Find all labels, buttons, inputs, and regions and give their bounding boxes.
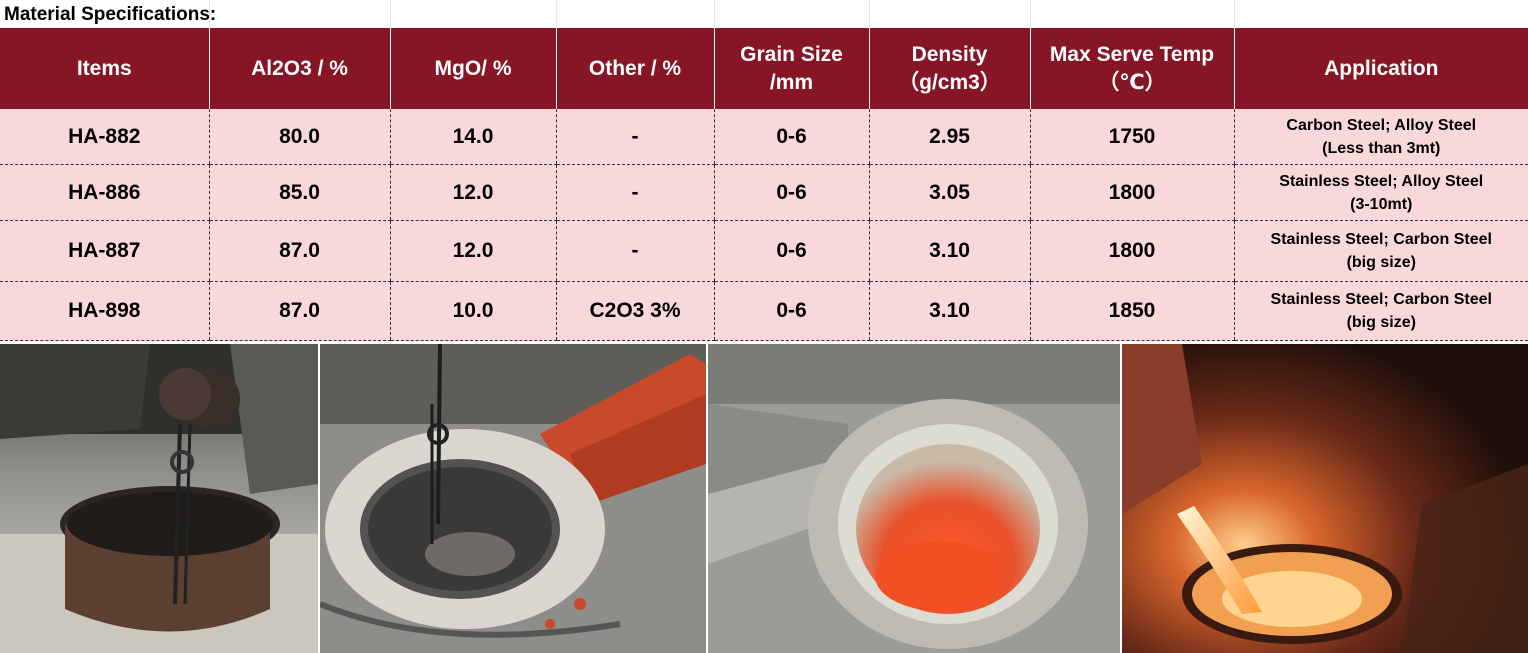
cell-item: HA-882 xyxy=(0,109,209,165)
cell-other: - xyxy=(555,109,714,165)
grid-divider xyxy=(390,0,391,28)
cell-grain: 0-6 xyxy=(713,281,869,341)
ladle-photo-2 xyxy=(320,344,706,653)
table-header-row: Items Al2O3 / % MgO/ % Other / % Grain S… xyxy=(0,28,1528,109)
cell-item: HA-886 xyxy=(0,164,209,221)
col-header-grain-size: Grain Size/mm xyxy=(713,28,869,109)
table-row: HA-886 85.0 12.0 - 0-6 3.05 1800 Stainle… xyxy=(0,164,1528,221)
ladle-photo-1 xyxy=(0,344,318,653)
cell-al2o3: 87.0 xyxy=(208,220,390,282)
cell-other: - xyxy=(555,164,714,221)
cell-mgo: 10.0 xyxy=(389,281,556,341)
cell-al2o3: 87.0 xyxy=(208,281,390,341)
cell-application: Stainless Steel; Carbon Steel (big size) xyxy=(1233,281,1528,341)
table-row: HA-887 87.0 12.0 - 0-6 3.10 1800 Stainle… xyxy=(0,220,1528,282)
grid-divider xyxy=(1030,0,1031,28)
cell-other: - xyxy=(555,220,714,282)
cell-grain: 0-6 xyxy=(713,220,869,282)
cell-temp: 1800 xyxy=(1029,164,1234,221)
cell-density: 3.05 xyxy=(868,164,1030,221)
cell-application: Stainless Steel; Carbon Steel (big size) xyxy=(1233,220,1528,282)
grid-divider xyxy=(869,0,870,28)
cell-other: C2O3 3% xyxy=(555,281,714,341)
col-header-application: Application xyxy=(1233,28,1528,109)
cell-mgo: 12.0 xyxy=(389,220,556,282)
col-header-mgo: MgO/ % xyxy=(389,28,556,109)
table-row: HA-882 80.0 14.0 - 0-6 2.95 1750 Carbon … xyxy=(0,109,1528,165)
cell-grain: 0-6 xyxy=(713,164,869,221)
grid-divider xyxy=(556,0,557,28)
grid-divider xyxy=(714,0,715,28)
cell-al2o3: 80.0 xyxy=(208,109,390,165)
cell-application: Stainless Steel; Alloy Steel (3-10mt) xyxy=(1233,164,1528,221)
col-header-other: Other / % xyxy=(555,28,714,109)
col-header-max-temp: Max Serve Temp （℃） xyxy=(1029,28,1234,109)
cell-temp: 1750 xyxy=(1029,109,1234,165)
cell-density: 3.10 xyxy=(868,220,1030,282)
cell-application: Carbon Steel; Alloy Steel (Less than 3mt) xyxy=(1233,109,1528,165)
cell-temp: 1850 xyxy=(1029,281,1234,341)
cell-mgo: 12.0 xyxy=(389,164,556,221)
grid-divider xyxy=(1234,0,1235,28)
cell-density: 3.10 xyxy=(868,281,1030,341)
cell-item: HA-887 xyxy=(0,220,209,282)
cell-al2o3: 85.0 xyxy=(208,164,390,221)
page-title: Material Specifications: xyxy=(4,4,217,25)
cell-temp: 1800 xyxy=(1029,220,1234,282)
molten-pour-photo xyxy=(1122,344,1528,653)
material-spec-table: Items Al2O3 / % MgO/ % Other / % Grain S… xyxy=(0,28,1528,341)
ladle-photo-3 xyxy=(708,344,1120,653)
photo-strip xyxy=(0,344,1528,653)
col-header-density: Density （g/cm3） xyxy=(868,28,1030,109)
cell-item: HA-898 xyxy=(0,281,209,341)
grid-divider xyxy=(209,0,210,28)
table-row: HA-898 87.0 10.0 C2O3 3% 0-6 3.10 1850 S… xyxy=(0,281,1528,341)
cell-density: 2.95 xyxy=(868,109,1030,165)
col-header-items: Items xyxy=(0,28,209,109)
cell-mgo: 14.0 xyxy=(389,109,556,165)
col-header-al2o3: Al2O3 / % xyxy=(208,28,390,109)
cell-grain: 0-6 xyxy=(713,109,869,165)
